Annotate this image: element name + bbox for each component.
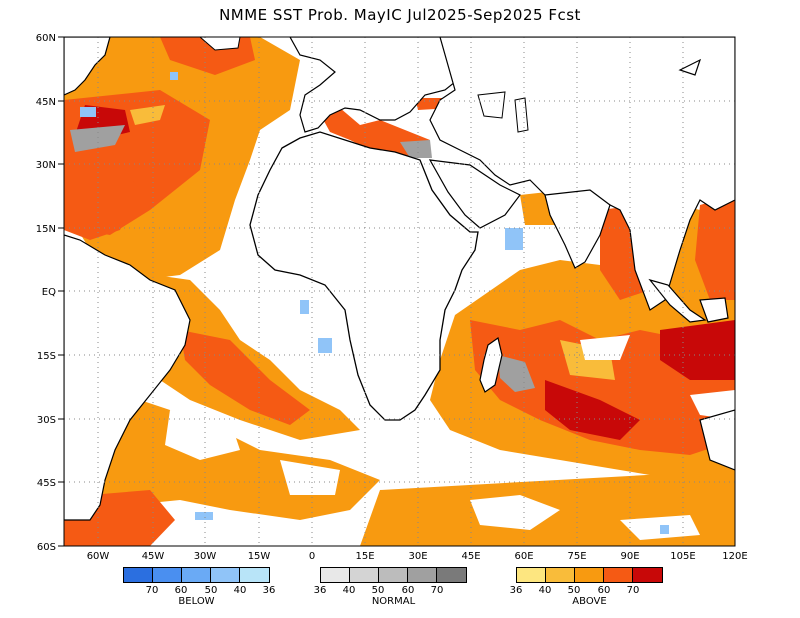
legend-normal-name: NORMAL xyxy=(371,596,416,607)
legend-swatch xyxy=(437,568,466,582)
legend-tick: 40 xyxy=(342,585,356,596)
legend-tick: 60 xyxy=(174,585,188,596)
map-title: NMME SST Prob. MayIC Jul2025-Sep2025 Fcs… xyxy=(219,6,581,24)
latitude-labels: 60N 45N 30N 15N EQ 15S 30S 45S 60S xyxy=(36,33,56,553)
legend-tick: 70 xyxy=(626,585,640,596)
legend-normal-swatches xyxy=(320,567,467,583)
legend-swatch xyxy=(350,568,379,582)
legend-above-name: ABOVE xyxy=(572,596,607,607)
legend-tick: 60 xyxy=(401,585,415,596)
legend-above: 36 40 50 60 70 ABOVE xyxy=(510,567,663,607)
legend-tick: 50 xyxy=(204,585,218,596)
legend-swatch xyxy=(240,568,269,582)
lon-label: 105E xyxy=(670,551,695,562)
legend-normal: 36 40 50 60 70 NORMAL xyxy=(314,567,467,607)
lat-label: 45S xyxy=(37,478,56,489)
legend-tick: 70 xyxy=(430,585,444,596)
lat-label: 60S xyxy=(37,542,56,553)
legend-tick: 60 xyxy=(597,585,611,596)
lon-label: 15W xyxy=(248,551,271,562)
lat-label: 30S xyxy=(37,415,56,426)
legend-tick: 36 xyxy=(262,585,276,596)
lon-label: 60E xyxy=(514,551,533,562)
legend-below-name: BELOW xyxy=(178,596,215,607)
lon-label: 30E xyxy=(408,551,427,562)
lon-label: 90E xyxy=(620,551,639,562)
legend-below-ticks: 70 60 50 40 36 xyxy=(123,583,276,596)
lon-label: 15E xyxy=(355,551,374,562)
legend-tick: 50 xyxy=(567,585,581,596)
lon-label: 30W xyxy=(194,551,217,562)
lat-label: 15N xyxy=(36,224,56,235)
legend-tick: 50 xyxy=(371,585,385,596)
legend-swatch xyxy=(321,568,350,582)
legend-tick: 36 xyxy=(313,585,327,596)
legend-swatch xyxy=(153,568,182,582)
legend-swatch xyxy=(517,568,546,582)
lon-label: 0 xyxy=(309,551,315,562)
lat-label: 45N xyxy=(36,97,56,108)
legend-tick: 70 xyxy=(145,585,159,596)
legend-tick: 40 xyxy=(233,585,247,596)
legend-above-swatches xyxy=(516,567,663,583)
lon-label: 45W xyxy=(142,551,165,562)
legend-above-ticks: 36 40 50 60 70 xyxy=(510,583,663,596)
legend-swatch xyxy=(211,568,240,582)
lat-label: EQ xyxy=(42,287,56,298)
landmass-layer xyxy=(64,37,735,521)
legend-swatch xyxy=(379,568,408,582)
lat-label: 60N xyxy=(36,33,56,44)
lon-label: 120E xyxy=(722,551,747,562)
longitude-labels: 60W 45W 30W 15W 0 15E 30E 45E 60E 75E 90… xyxy=(87,551,748,562)
legend-below-swatches xyxy=(123,567,270,583)
legend-tick: 36 xyxy=(509,585,523,596)
legend-swatch xyxy=(604,568,633,582)
graticule xyxy=(64,37,735,546)
legend-below: 70 60 50 40 36 BELOW xyxy=(123,567,276,607)
legend-swatch xyxy=(575,568,604,582)
legend-swatch xyxy=(546,568,575,582)
lon-label: 45E xyxy=(461,551,480,562)
lat-label: 30N xyxy=(36,160,56,171)
legend-tick: 40 xyxy=(538,585,552,596)
legend-swatch xyxy=(408,568,437,582)
legend-swatch xyxy=(124,568,153,582)
legend-normal-ticks: 36 40 50 60 70 xyxy=(314,583,467,596)
lon-label: 60W xyxy=(87,551,110,562)
legend-swatch xyxy=(633,568,662,582)
lat-label: 15S xyxy=(37,351,56,362)
legend-swatch xyxy=(182,568,211,582)
lon-label: 75E xyxy=(567,551,586,562)
